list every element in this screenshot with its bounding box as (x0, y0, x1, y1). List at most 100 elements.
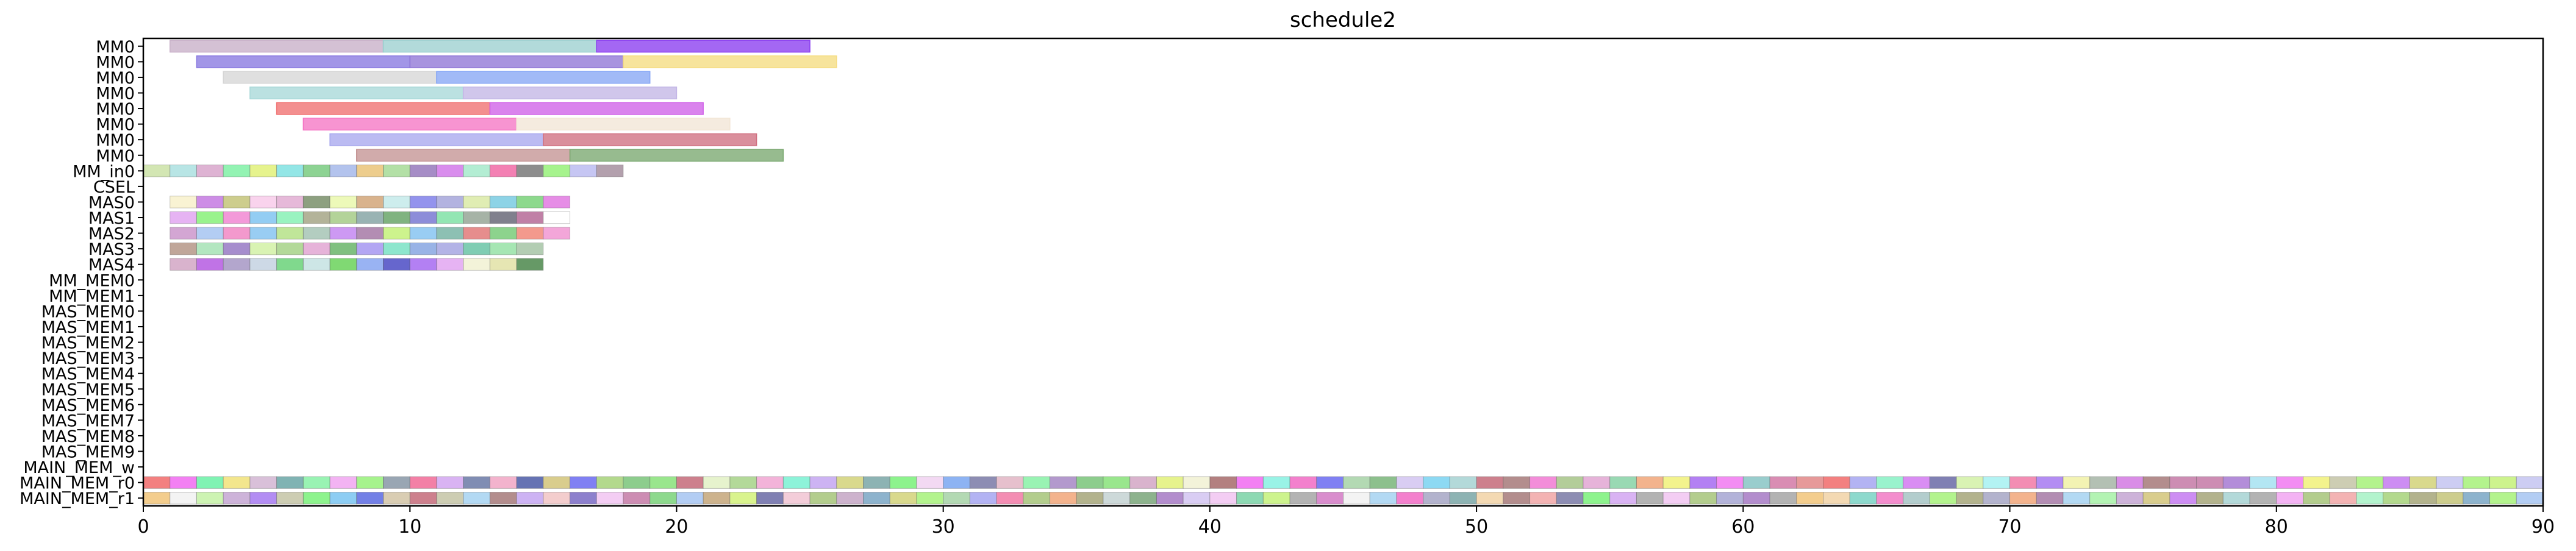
task-cell (1609, 492, 1637, 505)
task-cell (1796, 476, 1824, 489)
task-cell (2036, 476, 2064, 489)
y-tick-label: MM0 (96, 84, 135, 103)
task-cell (1716, 476, 1744, 489)
task-cell (1636, 476, 1664, 489)
task-cell (649, 476, 677, 489)
task-cell (1956, 492, 1984, 505)
task-cell (1449, 476, 1477, 489)
task-bar (569, 149, 784, 162)
y-tick-label: MAS_MEM5 (41, 380, 135, 399)
task-cell (1503, 476, 1531, 489)
task-cell (516, 196, 544, 208)
task-cell (1103, 476, 1131, 489)
task-cell (329, 492, 357, 505)
y-tick-label: CSEL (93, 178, 135, 197)
task-cell (383, 227, 410, 240)
task-cell (329, 227, 357, 240)
task-cell (329, 196, 357, 208)
task-cell (329, 242, 357, 255)
task-cell (249, 165, 277, 177)
task-cell (1849, 492, 1877, 505)
task-bar (623, 55, 837, 68)
task-cell (2089, 492, 2117, 505)
y-tick-label: MAIN_MEM_r1 (20, 489, 135, 508)
task-cell (1182, 492, 1211, 505)
task-cell (2036, 492, 2064, 505)
task-cell (1742, 492, 1770, 505)
task-cell (969, 476, 997, 489)
task-cell (383, 476, 410, 489)
task-cell (196, 227, 224, 240)
task-cell (302, 227, 331, 240)
task-bar (329, 133, 544, 146)
task-bar (516, 118, 731, 131)
task-cell (1129, 476, 1157, 489)
plot-frame (142, 37, 2544, 507)
y-tick-label: MM0 (96, 38, 135, 57)
task-cell (2329, 492, 2357, 505)
task-cell (943, 492, 970, 505)
task-cell (249, 476, 277, 489)
task-cell (170, 242, 197, 255)
task-cell (2142, 476, 2170, 489)
y-tick-label: MM0 (96, 131, 135, 150)
task-cell (2329, 476, 2357, 489)
task-cell (1556, 492, 1584, 505)
x-tick-label: 20 (665, 516, 688, 538)
task-cell (543, 227, 571, 240)
task-cell (2116, 492, 2144, 505)
task-cell (782, 492, 810, 505)
task-bar (276, 102, 491, 115)
task-cell (889, 476, 917, 489)
y-tick-label: MAS_MEM1 (41, 318, 135, 337)
task-cell (329, 476, 357, 489)
task-cell (543, 476, 571, 489)
task-cell (1050, 492, 1077, 505)
task-cell (836, 492, 864, 505)
task-cell (2303, 492, 2330, 505)
task-cell (2009, 492, 2037, 505)
y-tick-label: MAIN_MEM_w (23, 458, 135, 477)
task-cell (409, 227, 437, 240)
task-cell (356, 492, 384, 505)
task-cell (543, 492, 571, 505)
task-cell (383, 242, 410, 255)
task-cell (1583, 492, 1611, 505)
task-cell (356, 242, 384, 255)
task-cell (1769, 492, 1797, 505)
task-cell (143, 492, 171, 505)
task-cell (223, 242, 251, 255)
task-cell (1076, 492, 1104, 505)
task-cell (1476, 492, 1504, 505)
task-cell (623, 492, 651, 505)
task-cell (2089, 476, 2117, 489)
y-axis-labels: MM0MM0MM0MM0MM0MM0MM0MM0MM_in0CSELMAS0MA… (20, 38, 143, 508)
y-tick-label: MM0 (96, 69, 135, 88)
task-cell (302, 242, 331, 255)
task-cell (596, 165, 624, 177)
task-cell (356, 196, 384, 208)
x-tick-label: 60 (1731, 516, 1755, 538)
task-cell (196, 258, 224, 271)
task-cell (1929, 476, 1957, 489)
task-cell (170, 165, 197, 177)
y-tick-label: MM0 (96, 53, 135, 72)
task-cell (2169, 476, 2197, 489)
task-cell (276, 258, 304, 271)
task-cell (489, 227, 517, 240)
task-cell (1343, 476, 1370, 489)
task-cell (2196, 492, 2224, 505)
task-cell (1209, 476, 1237, 489)
task-cell (409, 492, 437, 505)
task-cell (463, 211, 490, 224)
x-tick-label: 40 (1198, 516, 1222, 538)
task-cell (1289, 476, 1317, 489)
task-cell (223, 227, 251, 240)
task-cell (1316, 492, 1344, 505)
task-cell (463, 242, 490, 255)
task-cell (543, 196, 571, 208)
y-tick-label: MM_in0 (73, 162, 135, 181)
task-cell (489, 165, 517, 177)
task-cell (2383, 476, 2410, 489)
task-cell (1236, 476, 1264, 489)
